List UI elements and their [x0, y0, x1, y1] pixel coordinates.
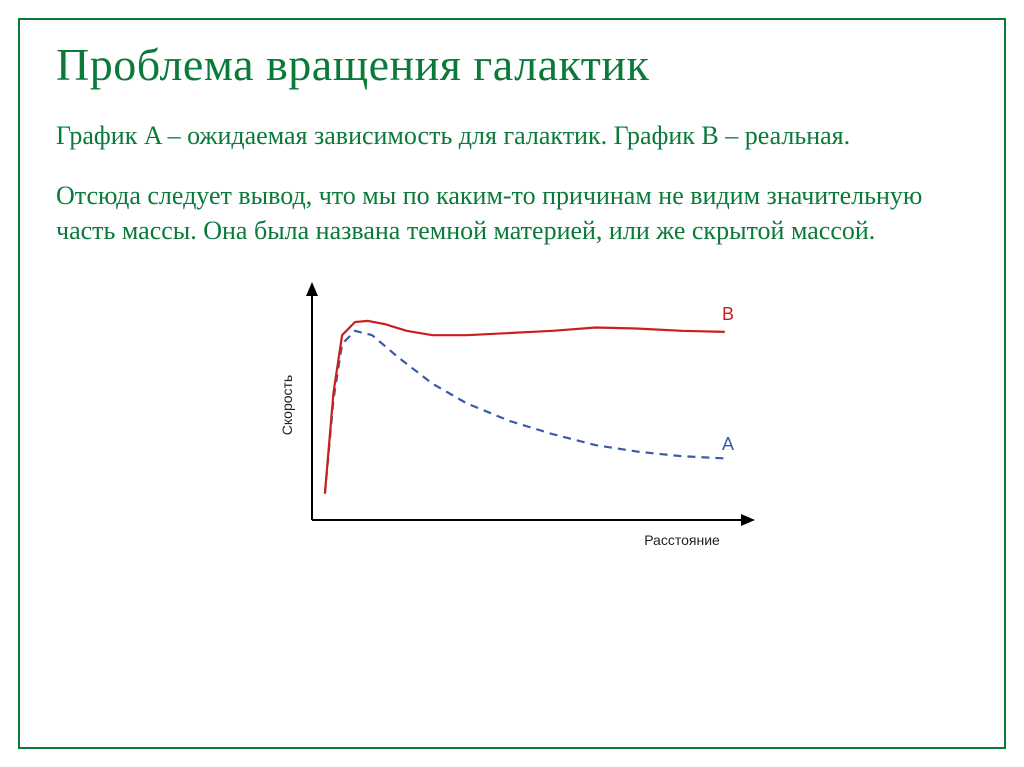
rotation-curve-chart: Скорость Расстояние B A	[252, 270, 772, 560]
series-a-line	[325, 331, 725, 494]
x-axis-label: Расстояние	[644, 532, 720, 548]
body-text: График A – ожидаемая зависимость для гал…	[56, 119, 968, 248]
chart-container: Скорость Расстояние B A	[56, 270, 968, 560]
paragraph-2: Отсюда следует вывод, что мы по каким-то…	[56, 179, 968, 248]
paragraph-1: График A – ожидаемая зависимость для гал…	[56, 119, 968, 153]
series-a-label: A	[722, 434, 734, 454]
slide-title: Проблема вращения галактик	[56, 38, 968, 91]
y-axis-arrow	[306, 282, 318, 296]
y-axis-label: Скорость	[279, 375, 295, 435]
slide-content: Проблема вращения галактик График A – ож…	[20, 20, 1004, 580]
series-b-label: B	[722, 304, 734, 324]
slide-frame: Проблема вращения галактик График A – ож…	[18, 18, 1006, 749]
series-b-line	[325, 321, 725, 494]
x-axis-arrow	[741, 514, 755, 526]
